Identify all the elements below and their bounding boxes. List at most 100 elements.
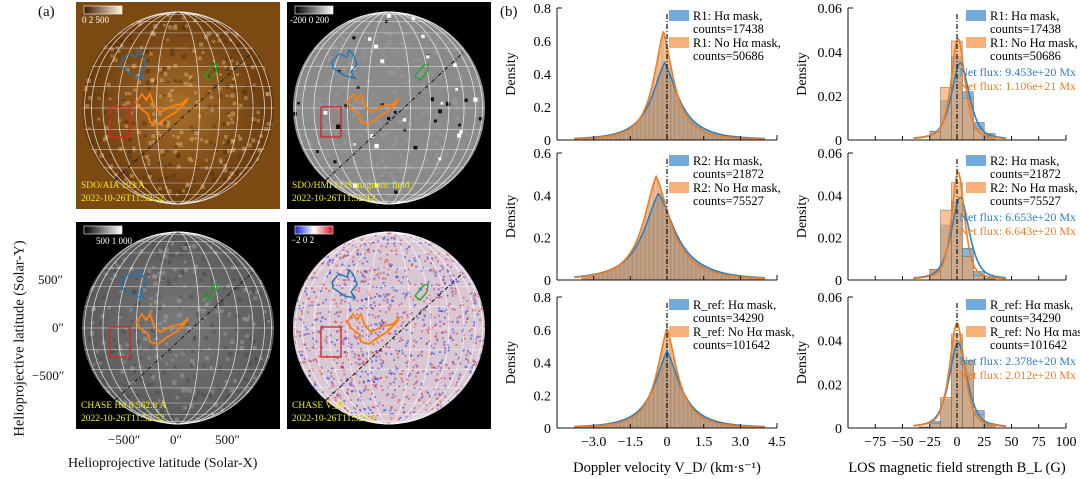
- x-tick-label: −25: [919, 435, 941, 450]
- histogram-bar: [689, 121, 692, 141]
- histogram-bar: [692, 261, 695, 281]
- x-tick-minus500: −500″: [108, 432, 141, 447]
- y-tick-500: 500″: [38, 272, 63, 287]
- green-contour: [203, 62, 218, 81]
- histogram-bar: [707, 269, 709, 281]
- histogram-bar: [700, 416, 703, 429]
- y-tick-label: 0.2: [534, 101, 552, 116]
- histogram-bar: [700, 266, 703, 281]
- histogram-bar: [640, 116, 642, 141]
- rref-box: [109, 326, 131, 358]
- x-tick-label: 100: [1056, 435, 1077, 450]
- histogram-bar: [709, 421, 712, 429]
- histogram-bar: [669, 219, 671, 281]
- x-tick-label: 1.5: [695, 435, 713, 450]
- histogram-bar: [679, 103, 682, 141]
- histogram-bar: [658, 184, 661, 281]
- histogram-bar: [697, 264, 700, 281]
- histogram-bar: [655, 63, 658, 141]
- histogram-bar: [653, 181, 655, 281]
- chart-bl-rref: 0 0.02 0.04 0.06 Density −75 −50 −25 0 25 50 75 100 L…: [795, 291, 1080, 476]
- histogram-bar: [686, 254, 688, 281]
- histogram-bar: [619, 264, 621, 281]
- net-flux-label: Net flux: 9.453e+20 Mx: [959, 65, 1076, 79]
- histogram-bar: [665, 41, 667, 141]
- r2-contour: [345, 311, 400, 345]
- chart-bl-r2: 0 0.02 0.04 0.06 Density R2: Hα mask,counts=2…: [795, 147, 1078, 289]
- histogram-bar: [645, 402, 648, 429]
- histogram-bar: [625, 257, 628, 281]
- legend-counts: counts=50686: [990, 49, 1061, 63]
- legend-counts: counts=17438: [990, 22, 1061, 36]
- histogram-bar: [675, 237, 678, 281]
- legend-label: R_ref: No Hα mask,: [990, 325, 1080, 339]
- x-tick-label: 0: [664, 435, 671, 450]
- y-axis-title: Density: [795, 341, 810, 385]
- y-tick-label: 0.2: [534, 389, 552, 404]
- legend-counts: counts=75527: [990, 194, 1061, 208]
- histogram-bar: [705, 132, 708, 141]
- x-axis-title: LOS magnetic field strength B_L (G): [848, 460, 1065, 476]
- histogram-bar: [687, 118, 689, 141]
- x-tick-500: 500″: [215, 432, 240, 447]
- rref-box: [109, 106, 131, 138]
- legend-swatch: [966, 155, 986, 166]
- aia-caption-line1: SDO/AIA 193 Å: [81, 181, 145, 191]
- histogram-bar: [683, 251, 686, 281]
- kde-line: [913, 38, 1006, 140]
- histogram-bar: [653, 76, 655, 141]
- histogram-bar: [644, 404, 646, 429]
- histogram-bar: [624, 420, 627, 429]
- y-tick-label: 0: [835, 274, 842, 289]
- y-tick-label: 0: [544, 422, 551, 437]
- histogram-bar: [682, 390, 684, 429]
- histogram-bar: [612, 268, 615, 281]
- histogram-bar: [652, 386, 654, 429]
- kde-line: [574, 350, 765, 428]
- y-tick-label: 0.04: [818, 46, 843, 61]
- legend-swatch: [966, 37, 986, 48]
- legend-label: R2: Hα mask,: [990, 154, 1059, 168]
- hmi-caption-line1: SDO/HMI LOS magnetic field: [292, 181, 410, 191]
- histogram-bar: [688, 120, 691, 141]
- solar-disk-svg: [76, 222, 280, 429]
- histogram-bar: [688, 404, 691, 429]
- legend-counts: counts=34290: [693, 311, 764, 325]
- colorbar: [83, 225, 123, 235]
- histogram-bar: [682, 249, 684, 281]
- y-tick-label: 0: [835, 134, 842, 149]
- histogram-bar: [661, 36, 663, 141]
- x-tick-label: 50: [1005, 435, 1019, 450]
- histogram-bar: [615, 266, 617, 281]
- legend-label: R2: No Hα mask,: [990, 181, 1078, 195]
- histogram-bar: [675, 90, 678, 141]
- histogram-bar: [678, 99, 680, 141]
- r2-contour: [134, 311, 189, 345]
- histogram-bar: [659, 188, 662, 281]
- y-tick-label: 0: [544, 134, 551, 149]
- histogram-bar: [629, 252, 632, 281]
- histogram-bar: [667, 333, 670, 429]
- histogram-bar: [631, 127, 633, 141]
- histogram-bar: [663, 35, 666, 141]
- histogram-bar: [610, 269, 612, 281]
- histogram-bar: [683, 394, 686, 429]
- histogram-bar: [701, 267, 704, 281]
- histogram-bar: [692, 124, 695, 141]
- histogram-bar: [718, 273, 721, 281]
- x-tick-0: 0″: [170, 432, 182, 447]
- net-flux-label: Net flux: 6.643e+20 Mx: [959, 224, 1076, 238]
- histogram-bar: [652, 186, 654, 281]
- rref-box: [320, 106, 342, 138]
- histogram-bar: [672, 231, 675, 281]
- x-tick-label: −3.0: [581, 435, 606, 450]
- histogram-bar: [701, 417, 704, 429]
- r1-contour: [120, 48, 147, 80]
- legend-swatch: [669, 10, 689, 21]
- y-tick-label: 0.6: [534, 147, 552, 162]
- legend-counts: counts=17438: [693, 22, 764, 36]
- histogram-bar: [680, 387, 683, 429]
- solar-disk-svg: [287, 2, 491, 209]
- coordinate-grid: [82, 11, 274, 205]
- green-contour: [414, 282, 429, 301]
